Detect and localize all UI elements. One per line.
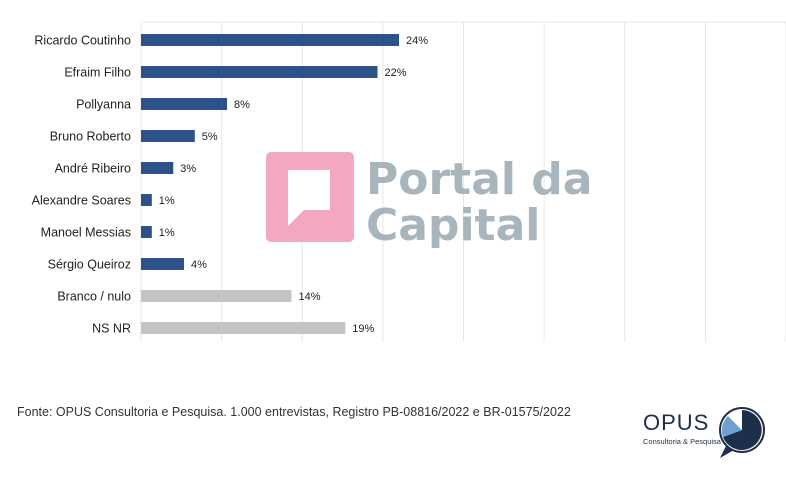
speech-bubble-icon <box>288 170 330 226</box>
category-label: Bruno Roberto <box>50 130 131 144</box>
watermark-line1: Portal da <box>366 154 593 205</box>
pie-chart-icon <box>719 407 765 458</box>
value-labels: 24% 22% 8% 5% 3% 1% 1% 4% 14% 19% <box>159 35 428 335</box>
bar <box>141 130 195 142</box>
category-label: André Ribeiro <box>55 162 131 176</box>
category-label: Pollyanna <box>76 98 131 112</box>
category-label: Manoel Messias <box>41 226 131 240</box>
bar <box>141 226 152 238</box>
logo-tagline: Consultoria & Pesquisa <box>643 437 721 446</box>
value-label: 22% <box>385 67 407 79</box>
value-label: 14% <box>299 291 321 303</box>
category-label: Sérgio Queiroz <box>48 258 131 272</box>
category-labels: Ricardo Coutinho Efraim Filho Pollyanna Bru… <box>32 34 131 336</box>
logo-name: OPUS <box>643 410 710 435</box>
bar <box>141 162 174 174</box>
source-note: Fonte: OPUS Consultoria e Pesquisa. 1.00… <box>17 405 571 419</box>
bar <box>141 98 227 110</box>
bar-chart: Ricardo Coutinho Efraim Filho Pollyanna Bru… <box>32 21 786 342</box>
opus-logo: OPUS Consultoria & Pesquisa <box>640 404 770 464</box>
value-label: 8% <box>234 99 250 111</box>
value-label: 24% <box>406 35 428 47</box>
category-label: Alexandre Soares <box>32 194 131 208</box>
category-label: NS NR <box>92 322 131 336</box>
bar <box>141 34 399 46</box>
bar <box>141 322 346 334</box>
bar <box>141 194 152 206</box>
watermark: Portal da Capital <box>266 152 593 248</box>
bar <box>141 66 378 78</box>
value-label: 4% <box>191 259 207 271</box>
watermark-line2: Capital <box>366 200 540 248</box>
value-label: 19% <box>352 323 374 335</box>
value-label: 1% <box>159 227 175 239</box>
category-label: Ricardo Coutinho <box>34 34 131 48</box>
bars-group <box>141 34 399 334</box>
bar <box>141 290 292 302</box>
value-label: 5% <box>202 131 218 143</box>
category-label: Branco / nulo <box>57 290 131 304</box>
value-label: 3% <box>180 163 196 175</box>
value-label: 1% <box>159 195 175 207</box>
bar <box>141 258 184 270</box>
category-label: Efraim Filho <box>64 66 131 80</box>
